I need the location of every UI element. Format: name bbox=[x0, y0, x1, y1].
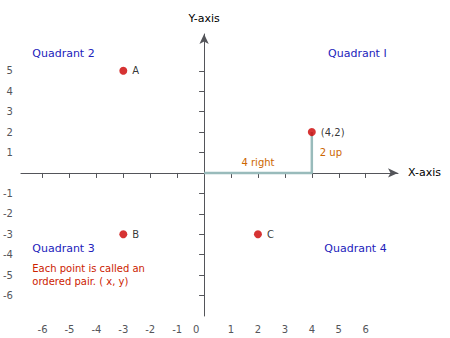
svg-text:4: 4 bbox=[7, 86, 13, 97]
svg-text:(4,2): (4,2) bbox=[321, 127, 345, 138]
svg-text:-2: -2 bbox=[3, 208, 13, 219]
svg-text:4 right: 4 right bbox=[241, 157, 274, 168]
svg-text:X-axis: X-axis bbox=[408, 166, 441, 179]
svg-text:-3: -3 bbox=[3, 229, 13, 240]
svg-text:2: 2 bbox=[255, 324, 261, 335]
svg-text:2: 2 bbox=[7, 127, 13, 138]
svg-text:ordered pair. ( x, y): ordered pair. ( x, y) bbox=[32, 276, 128, 287]
svg-text:4: 4 bbox=[309, 324, 315, 335]
svg-text:-2: -2 bbox=[145, 324, 155, 335]
svg-text:-1: -1 bbox=[3, 188, 13, 199]
svg-text:0: 0 bbox=[193, 324, 199, 335]
svg-text:Y-axis: Y-axis bbox=[187, 12, 220, 25]
svg-text:-6: -6 bbox=[3, 290, 13, 301]
svg-text:-5: -5 bbox=[64, 324, 74, 335]
svg-text:2 up: 2 up bbox=[320, 147, 342, 158]
svg-text:C: C bbox=[267, 229, 274, 240]
svg-text:-3: -3 bbox=[118, 324, 128, 335]
svg-text:3: 3 bbox=[7, 106, 13, 117]
svg-text:-5: -5 bbox=[3, 270, 13, 281]
svg-text:-6: -6 bbox=[38, 324, 48, 335]
svg-text:-1: -1 bbox=[172, 324, 182, 335]
svg-text:5: 5 bbox=[7, 65, 13, 76]
svg-text:Quadrant 2: Quadrant 2 bbox=[32, 47, 94, 60]
svg-text:3: 3 bbox=[282, 324, 288, 335]
svg-text:1: 1 bbox=[228, 324, 234, 335]
svg-text:-4: -4 bbox=[3, 249, 13, 260]
svg-text:Quadrant 4: Quadrant 4 bbox=[324, 242, 386, 255]
svg-text:Each point is called an: Each point is called an bbox=[32, 263, 145, 274]
svg-text:Quadrant 3: Quadrant 3 bbox=[32, 242, 94, 255]
svg-text:5: 5 bbox=[336, 324, 342, 335]
svg-text:A: A bbox=[132, 65, 139, 76]
svg-text:6: 6 bbox=[362, 324, 368, 335]
svg-text:-4: -4 bbox=[91, 324, 101, 335]
svg-text:Quadrant I: Quadrant I bbox=[328, 47, 387, 60]
svg-text:B: B bbox=[132, 229, 139, 240]
svg-text:1: 1 bbox=[7, 147, 13, 158]
